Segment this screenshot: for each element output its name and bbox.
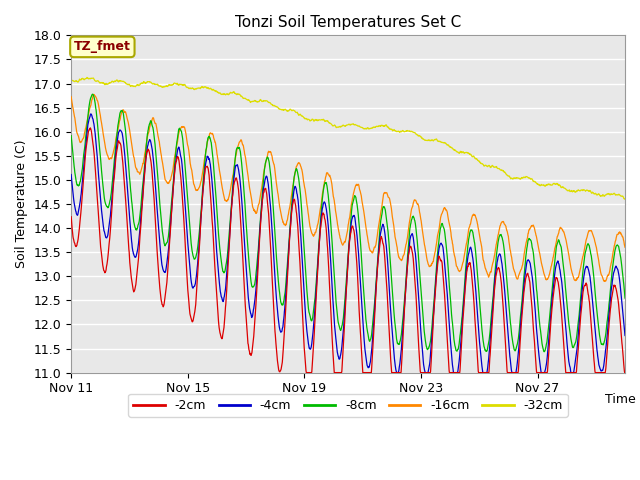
Title: Tonzi Soil Temperatures Set C: Tonzi Soil Temperatures Set C [235, 15, 461, 30]
Legend: -2cm, -4cm, -8cm, -16cm, -32cm: -2cm, -4cm, -8cm, -16cm, -32cm [128, 394, 568, 417]
Y-axis label: Soil Temperature (C): Soil Temperature (C) [15, 140, 28, 268]
X-axis label: Time: Time [605, 393, 636, 406]
Text: TZ_fmet: TZ_fmet [74, 40, 131, 53]
